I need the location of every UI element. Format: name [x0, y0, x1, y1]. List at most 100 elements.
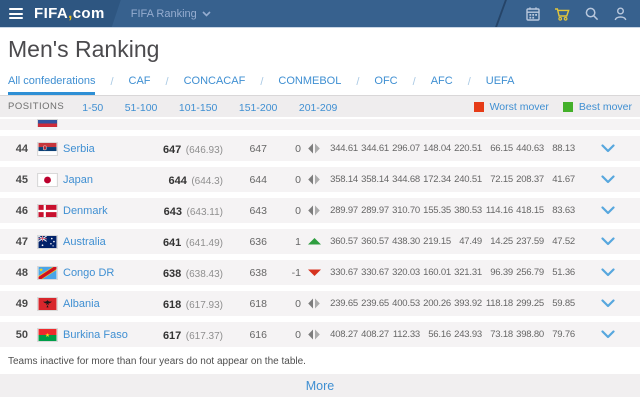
calendar-icon[interactable] [525, 6, 541, 22]
stat-value-cell: 330.67 [330, 267, 358, 278]
logo-brand: FIFA [34, 5, 69, 22]
table-row[interactable]: 50 Burkina Faso 617 (617.37) 616 0 408.2… [0, 322, 640, 347]
position-range-link[interactable]: 51-100 [124, 101, 158, 114]
user-icon[interactable] [613, 6, 628, 22]
confederation-tab[interactable]: CONMEBOL [278, 74, 342, 87]
trend-icon [301, 329, 327, 340]
legend-item: Best mover [562, 101, 632, 113]
tab-separator: / [260, 76, 264, 88]
stat-value-cell: 56.16 [428, 329, 451, 340]
fifa-logo[interactable]: FIFA,com [34, 5, 105, 22]
table-row[interactable]: 46 Denmark 643 (643.11) 643 0 289.97 289.… [0, 198, 640, 223]
country-link[interactable]: Serbia [63, 142, 95, 155]
position-ranges: 1-50 51-100 101-150 151-200 201-209 [82, 98, 354, 116]
country-link[interactable]: Burkina Faso [63, 328, 128, 341]
table-row[interactable]: 49 Albania 618 (617.93) 618 0 239.65 239.… [0, 291, 640, 316]
country-link[interactable]: Congo DR [63, 266, 115, 279]
best-mover-swatch [562, 101, 573, 112]
stat-value-cell: 114.16 [485, 205, 513, 216]
stat-value-cell: 172.34 [423, 174, 451, 185]
menu-icon[interactable] [9, 6, 23, 22]
trend-icon [301, 298, 327, 309]
more-label: More [305, 378, 335, 393]
points-cell: 617 (617.37) [162, 329, 223, 342]
position-range-link[interactable]: 1-50 [82, 101, 104, 114]
stat-value-cell: 398.80 [516, 329, 544, 340]
confederation-tab[interactable]: CAF [128, 74, 151, 87]
table-row[interactable]: 45 Japan 644 (644.3) 644 0 358.14 358.14 3… [0, 167, 640, 192]
tab-separator: / [165, 76, 169, 88]
trend-icon [301, 143, 327, 154]
country-flag-icon [28, 203, 59, 218]
stat-value-cell: 200.26 [423, 298, 451, 309]
stat-value-cell: 400.53 [392, 298, 420, 309]
partial-table-row [0, 119, 640, 130]
ranking-table: 44 Serbia 647 (646.93) 647 0 344.61 344.6… [0, 119, 640, 347]
table-row[interactable]: 47 Australia 641 (641.49) 636 1 360.57 36… [0, 229, 640, 254]
stat-value-cell: 360.57 [330, 236, 358, 247]
page-title: Men's Ranking [8, 36, 160, 62]
worst-mover-swatch [473, 101, 484, 112]
stat-value-cell: 41.67 [552, 174, 575, 185]
table-row[interactable]: 48 Congo DR 638 (638.43) 638 -1 330.67 33… [0, 260, 640, 285]
stat-value-cell: 239.65 [330, 298, 358, 309]
stat-value-cell: 160.01 [423, 267, 451, 278]
country-link[interactable]: Australia [63, 235, 106, 248]
expand-row-chevron-icon[interactable] [575, 144, 640, 153]
expand-row-chevron-icon[interactable] [575, 268, 640, 277]
stat-value-cell: 344.68 [392, 174, 420, 185]
confederation-tab[interactable]: CONCACAF [183, 74, 246, 87]
stat-value-cell: 358.14 [330, 174, 358, 185]
expand-row-chevron-icon[interactable] [575, 175, 640, 184]
stat-value-cell: 239.65 [361, 298, 389, 309]
country-link[interactable]: Japan [63, 173, 93, 186]
position-range-link[interactable]: 201-209 [298, 101, 338, 114]
confederation-tab[interactable]: All confederations [8, 69, 96, 95]
cart-icon[interactable] [554, 6, 571, 22]
position-range-link[interactable]: 101-150 [178, 101, 218, 114]
previous-points-cell: 638 [249, 266, 267, 279]
confederation-tab[interactable]: UEFA [485, 74, 515, 87]
stat-value-cell: 155.35 [423, 205, 451, 216]
nav-label-text: FIFA Ranking [130, 7, 197, 20]
stat-value-cell: 438.30 [392, 236, 420, 247]
expand-row-chevron-icon[interactable] [575, 330, 640, 339]
diagonal-divider [495, 0, 507, 27]
country-link[interactable]: Albania [63, 297, 100, 310]
tab-separator: / [356, 76, 360, 88]
brand-section: FIFA,com [0, 0, 121, 27]
stat-value-cell: 59.85 [552, 298, 575, 309]
expand-row-chevron-icon[interactable] [575, 299, 640, 308]
stat-value-cell: 344.61 [330, 143, 358, 154]
stat-value-cell: 237.59 [516, 236, 544, 247]
stat-value-cell: 219.15 [423, 236, 451, 247]
stat-value-cell: 321.31 [454, 267, 482, 278]
rank-cell: 50 [15, 328, 28, 341]
previous-points-cell: 643 [249, 204, 267, 217]
stat-value-cell: 360.57 [361, 236, 389, 247]
stat-value-cell: 112.33 [392, 329, 420, 340]
search-icon[interactable] [584, 6, 600, 22]
country-flag-icon [28, 327, 59, 342]
rank-change-cell: 0 [295, 328, 301, 341]
more-button[interactable]: More [0, 374, 640, 397]
mover-legend: Worst mover Best mover [473, 101, 632, 113]
confederation-tab[interactable]: OFC [374, 74, 398, 87]
country-flag-icon [28, 234, 59, 249]
table-row[interactable]: 44 Serbia 647 (646.93) 647 0 344.61 344.6… [0, 136, 640, 161]
confederation-tab[interactable]: AFC [430, 74, 453, 87]
stat-value-cell: 83.63 [552, 205, 575, 216]
trend-icon [301, 174, 327, 185]
position-range-link[interactable]: 151-200 [238, 101, 278, 114]
stat-value-cell: 88.13 [552, 143, 575, 154]
points-cell: 643 (643.11) [163, 205, 223, 218]
stat-value-cell: 73.18 [490, 329, 513, 340]
expand-row-chevron-icon[interactable] [575, 237, 640, 246]
country-link[interactable]: Denmark [63, 204, 108, 217]
positions-label: POSITIONS [8, 101, 65, 112]
stat-value-cell: 296.07 [392, 143, 420, 154]
stat-value-cell: 256.79 [516, 267, 544, 278]
expand-row-chevron-icon[interactable] [575, 206, 640, 215]
fifa-ranking-nav[interactable]: FIFA Ranking [131, 8, 211, 20]
tab-separator: / [412, 76, 416, 88]
